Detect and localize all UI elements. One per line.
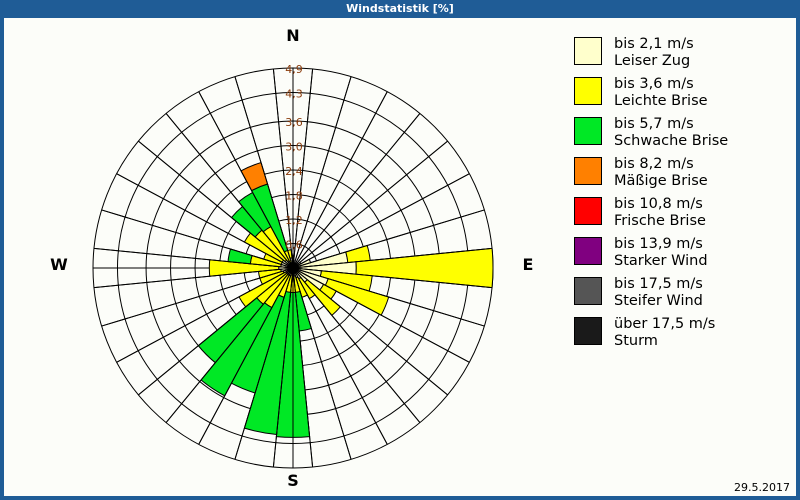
- window-title: Windstatistik [%]: [346, 2, 454, 15]
- radial-tick-label: 2,4: [285, 165, 303, 178]
- compass-label-south: S: [287, 471, 299, 490]
- radial-tick-label: 3,0: [285, 141, 303, 154]
- legend-force-label: Schwache Brise: [614, 132, 729, 149]
- legend-force-label: Leiser Zug: [614, 52, 691, 69]
- radial-tick-label: 0,6: [285, 239, 303, 252]
- compass-label-north: N: [286, 26, 299, 45]
- chart-canvas: 0,6 1,2 1,8 2,4 3,0 3,6 4,3 4,9 N S W E bis 2,1…: [4, 18, 796, 496]
- wind-rose-chart: 0,6 1,2 1,8 2,4 3,0 3,6 4,3 4,9 N S W E: [4, 18, 564, 496]
- legend: bis 2,1 m/s Leiser Zug bis 3,6 m/s Leichte …: [574, 36, 796, 356]
- legend-color-swatch: [574, 157, 602, 185]
- legend-label: über 17,5 m/s Sturm: [614, 316, 715, 349]
- legend-force-label: Frische Brise: [614, 212, 706, 229]
- legend-item: bis 5,7 m/s Schwache Brise: [574, 116, 796, 149]
- radial-tick-label: 4,3: [285, 87, 303, 100]
- legend-label: bis 8,2 m/s Mäßige Brise: [614, 156, 708, 189]
- legend-speed-label: über 17,5 m/s: [614, 316, 716, 332]
- legend-label: bis 2,1 m/s Leiser Zug: [614, 36, 694, 69]
- radial-tick-label: 1,8: [285, 190, 303, 203]
- radial-tick-label: 1,2: [285, 214, 303, 227]
- wind-rose-segment: [355, 247, 494, 289]
- legend-label: bis 5,7 m/s Schwache Brise: [614, 116, 728, 149]
- wind-rose-svg: 0,6 1,2 1,8 2,4 3,0 3,6 4,3 4,9 N S W E: [50, 26, 534, 490]
- legend-label: bis 17,5 m/s Steifer Wind: [614, 276, 703, 309]
- compass-label-west: W: [50, 255, 68, 274]
- date-stamp: 29.5.2017: [734, 481, 790, 494]
- legend-speed-label: bis 8,2 m/s: [614, 156, 694, 172]
- legend-color-swatch: [574, 317, 602, 345]
- compass-label-east: E: [523, 255, 534, 274]
- legend-color-swatch: [574, 37, 602, 65]
- radial-tick-labels: 0,6 1,2 1,8 2,4 3,0 3,6 4,3 4,9: [285, 63, 303, 252]
- legend-force-label: Leichte Brise: [614, 92, 708, 109]
- legend-color-swatch: [574, 197, 602, 225]
- legend-item: bis 13,9 m/s Starker Wind: [574, 236, 796, 269]
- radial-tick-label: 3,6: [285, 116, 303, 129]
- legend-color-swatch: [574, 77, 602, 105]
- legend-speed-label: bis 10,8 m/s: [614, 196, 703, 212]
- legend-color-swatch: [574, 117, 602, 145]
- legend-item: bis 17,5 m/s Steifer Wind: [574, 276, 796, 309]
- legend-speed-label: bis 5,7 m/s: [614, 116, 694, 132]
- legend-item: bis 3,6 m/s Leichte Brise: [574, 76, 796, 109]
- legend-speed-label: bis 2,1 m/s: [614, 36, 694, 52]
- legend-item: bis 2,1 m/s Leiser Zug: [574, 36, 796, 69]
- legend-label: bis 3,6 m/s Leichte Brise: [614, 76, 708, 109]
- legend-color-swatch: [574, 277, 602, 305]
- legend-force-label: Mäßige Brise: [614, 172, 708, 189]
- legend-force-label: Steifer Wind: [614, 292, 703, 309]
- polar-spokes: [93, 68, 493, 468]
- legend-item: bis 8,2 m/s Mäßige Brise: [574, 156, 796, 189]
- legend-label: bis 13,9 m/s Starker Wind: [614, 236, 708, 269]
- legend-speed-label: bis 3,6 m/s: [614, 76, 694, 92]
- radial-tick-label: 4,9: [285, 63, 303, 76]
- legend-item: bis 10,8 m/s Frische Brise: [574, 196, 796, 229]
- legend-force-label: Starker Wind: [614, 252, 708, 269]
- legend-color-swatch: [574, 237, 602, 265]
- legend-force-label: Sturm: [614, 332, 658, 349]
- legend-item: über 17,5 m/s Sturm: [574, 316, 796, 349]
- legend-label: bis 10,8 m/s Frische Brise: [614, 196, 706, 229]
- legend-speed-label: bis 13,9 m/s: [614, 236, 703, 252]
- legend-speed-label: bis 17,5 m/s: [614, 276, 703, 292]
